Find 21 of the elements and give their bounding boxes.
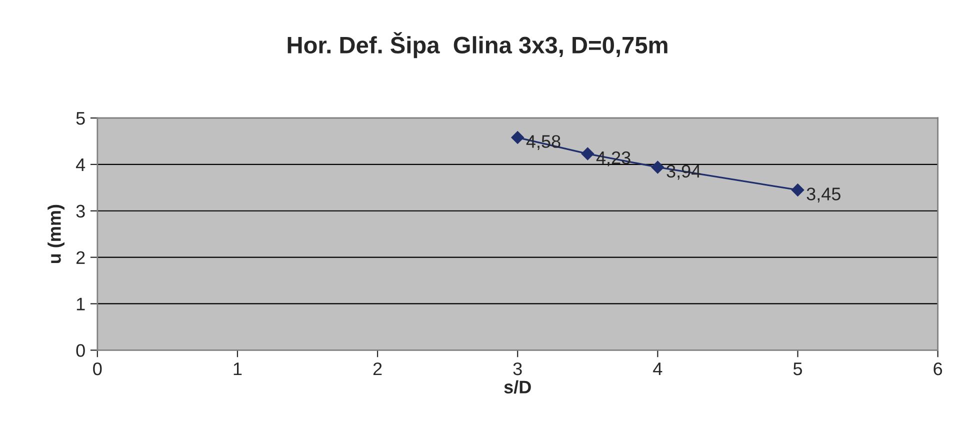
- y-tick-label: 0: [76, 344, 85, 357]
- chart-title: Hor. Def. Šipa Glina 3x3, D=0,75m: [288, 32, 668, 58]
- y-tick-label: 5: [76, 112, 85, 125]
- x-tick-label: 1: [234, 362, 242, 376]
- x-tick-label: 6: [934, 362, 942, 376]
- y-tick-label: 2: [76, 251, 85, 264]
- y-tick-label: 3: [76, 204, 85, 218]
- y-tick-label: 1: [76, 298, 85, 310]
- point: [581, 147, 594, 160]
- y-axis-title: u (mm): [48, 204, 64, 264]
- point: [791, 184, 804, 196]
- x-tick-label: 2: [373, 362, 382, 376]
- y-tick-label: 4: [76, 158, 86, 171]
- data-label: 3,45: [806, 188, 840, 203]
- x-tick-label: 0: [93, 362, 102, 376]
- x-tick-label: 4: [653, 362, 662, 376]
- x-tick-label: 5: [793, 362, 802, 376]
- point: [511, 131, 524, 144]
- x-axis-title: s/D: [504, 380, 531, 394]
- x-tick-label: 3: [513, 362, 522, 376]
- point: [651, 160, 664, 174]
